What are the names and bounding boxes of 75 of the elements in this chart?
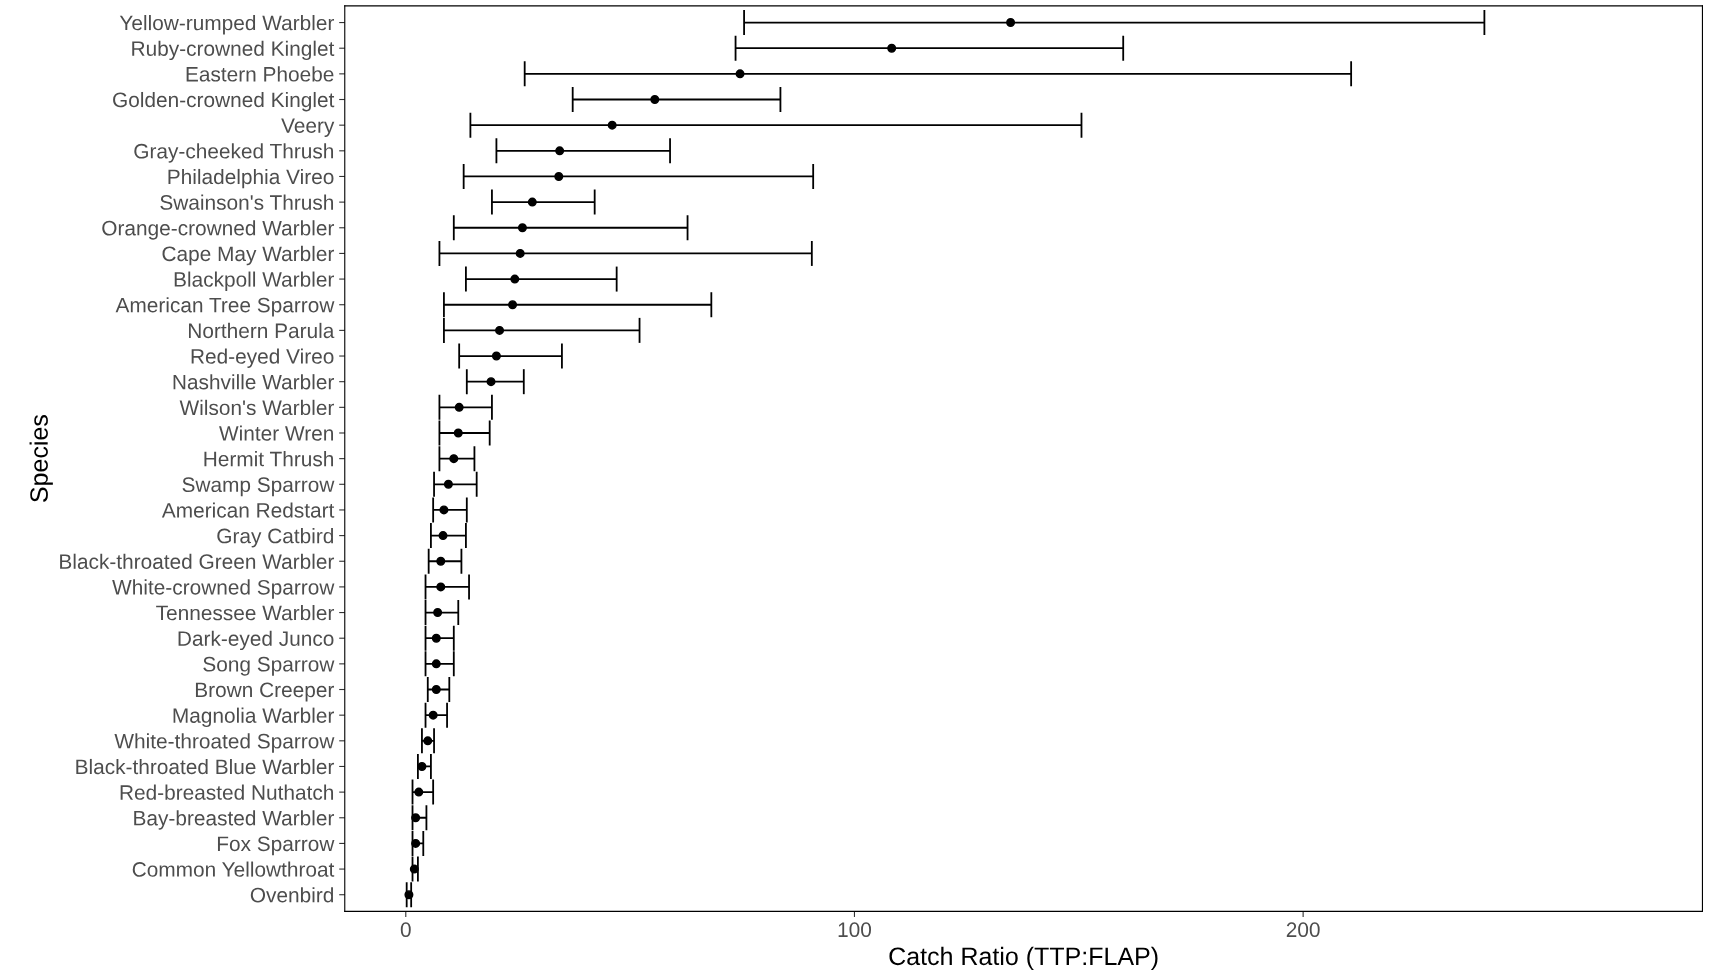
y-tick-label: White-crowned Sparrow bbox=[112, 579, 335, 599]
y-tick-label: Brown Creeper bbox=[195, 682, 335, 702]
y-tick-label: Cape May Warbler bbox=[162, 245, 335, 266]
point bbox=[436, 556, 446, 566]
point bbox=[443, 479, 453, 489]
y-tick-label: Ovenbird bbox=[250, 887, 334, 903]
point bbox=[527, 197, 537, 207]
point bbox=[887, 43, 897, 53]
point bbox=[650, 95, 660, 105]
y-tick-label: Yellow-rumped Warbler bbox=[119, 15, 335, 35]
point bbox=[495, 325, 505, 335]
x-tick-label: 0 bbox=[400, 922, 411, 938]
y-tick-label: American Redstart bbox=[161, 502, 335, 518]
point bbox=[491, 351, 501, 361]
point bbox=[404, 890, 414, 900]
point bbox=[431, 685, 441, 695]
point bbox=[409, 864, 419, 874]
y-tick-label: Fox Sparrow bbox=[217, 836, 335, 856]
point bbox=[555, 146, 565, 156]
y-tick-label: Dark-eyed Junco bbox=[178, 630, 334, 651]
point bbox=[607, 120, 617, 130]
point bbox=[411, 838, 421, 848]
point bbox=[517, 223, 527, 233]
x-tick-label: 100 bbox=[838, 922, 872, 938]
y-tick-label: Swamp Sparrow bbox=[182, 477, 335, 497]
y-tick-label: Ruby-crowned Kinglet bbox=[132, 40, 335, 61]
point bbox=[414, 787, 424, 797]
y-tick-label: Eastern Phoebe bbox=[186, 66, 334, 82]
y-tick-label: Golden-crowned Kinglet bbox=[113, 91, 335, 112]
y-tick-label: Northern Parula bbox=[189, 322, 335, 339]
point bbox=[439, 505, 449, 515]
y-axis-title: Species bbox=[29, 415, 53, 502]
y-tick-label: Tennessee Warbler bbox=[156, 605, 335, 621]
y-tick-label: Swainson's Thrush bbox=[160, 194, 334, 210]
point bbox=[436, 582, 446, 592]
point bbox=[411, 813, 421, 823]
x-tick-label: 200 bbox=[1286, 922, 1320, 938]
y-tick-label: Black-throated Green Warbler bbox=[60, 553, 335, 569]
y-tick-label: Nashville Warbler bbox=[173, 374, 335, 390]
point bbox=[428, 710, 438, 720]
y-tick-label: Philadelphia Vireo bbox=[168, 168, 334, 189]
point bbox=[515, 248, 525, 258]
y-tick-label: Bay-breasted Warbler bbox=[134, 810, 335, 830]
y-tick-label: Black-throated Blue Warbler bbox=[76, 758, 335, 775]
y-tick-label: Song Sparrow bbox=[203, 656, 335, 676]
point bbox=[554, 171, 564, 181]
y-tick-label: Red-eyed Vireo bbox=[191, 348, 334, 368]
point bbox=[508, 300, 518, 310]
y-tick-label: American Tree Sparrow bbox=[115, 297, 335, 317]
point bbox=[454, 402, 464, 412]
point bbox=[735, 69, 745, 79]
y-tick-label: Orange-crowned Warbler bbox=[102, 220, 335, 240]
point bbox=[486, 377, 496, 387]
y-tick-label: White-throated Sparrow bbox=[114, 733, 335, 753]
point bbox=[438, 531, 448, 541]
point bbox=[417, 761, 427, 771]
y-tick-label: Common Yellowthroat bbox=[132, 861, 335, 877]
y-tick-label: Winter Wren bbox=[219, 425, 333, 441]
point bbox=[449, 454, 459, 464]
point bbox=[431, 633, 441, 643]
point bbox=[1006, 18, 1016, 28]
y-tick-label: Gray Catbird bbox=[217, 528, 334, 548]
x-axis-title: Catch Ratio (TTP:FLAP) bbox=[889, 946, 1158, 971]
y-tick-label: Blackpoll Warbler bbox=[174, 271, 335, 291]
y-tick-label: Gray-cheeked Thrush bbox=[134, 143, 334, 163]
y-tick-label: Veery bbox=[281, 118, 335, 138]
y-tick-label: Red-breasted Nuthatch bbox=[120, 784, 334, 800]
point bbox=[433, 608, 443, 618]
point bbox=[453, 428, 463, 438]
point bbox=[423, 736, 433, 746]
y-tick-label: Magnolia Warbler bbox=[173, 707, 335, 728]
point bbox=[510, 274, 520, 284]
y-tick-label: Wilson's Warbler bbox=[179, 399, 335, 416]
y-tick-label: Hermit Thrush bbox=[204, 451, 334, 467]
point bbox=[431, 659, 441, 669]
